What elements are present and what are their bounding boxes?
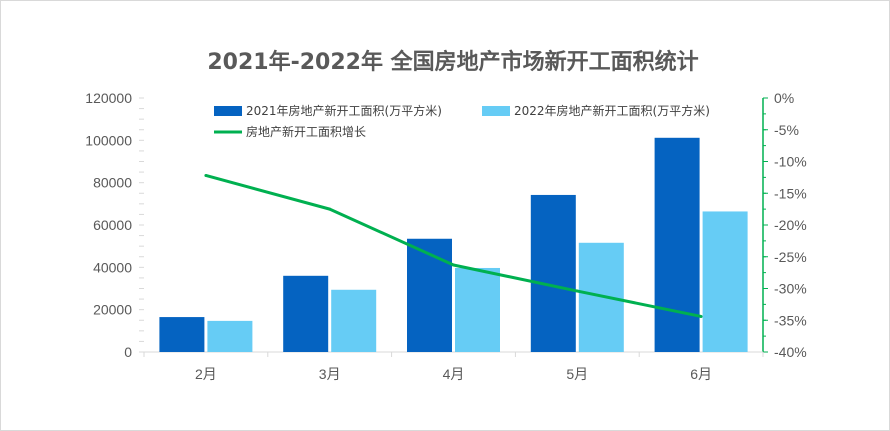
legend-swatch-2: [482, 106, 510, 116]
plot-area: 0 20000 40000 60000 80000 100000 120000 0% -5% -1…: [85, 90, 806, 382]
bar-1-2: [283, 275, 329, 352]
y-right-tick-label: -35%: [774, 312, 807, 328]
growth-point-4: [575, 289, 579, 293]
x-tick-label: 5月: [566, 366, 588, 382]
y-left-tick-label: 20000: [93, 302, 132, 318]
chart-title: 2021年-2022年 全国房地产市场新开工面积统计: [207, 49, 698, 75]
bar-1-3: [407, 238, 452, 352]
y-right-tick-label: -40%: [774, 344, 807, 360]
growth-point-1: [204, 173, 208, 177]
legend: 2021年房地产新开工面积(万平方米) 2022年房地产新开工面积(万平方米) 房地…: [214, 103, 710, 139]
growth-point-5: [699, 314, 703, 318]
bar-2-5: [702, 211, 748, 352]
y-left-tick-label: 120000: [85, 90, 132, 106]
y-right-tick-label: -15%: [774, 185, 807, 201]
bar-2-3: [455, 267, 500, 352]
y-right-tick-label: -25%: [774, 249, 807, 265]
y-right-tick-label: -30%: [774, 281, 807, 297]
x-tick-label: 3月: [319, 366, 341, 382]
x-tick-label: 4月: [443, 366, 465, 382]
legend-label-3: 房地产新开工面积增长: [246, 124, 366, 139]
y-left-tick-label: 60000: [93, 217, 132, 233]
legend-label-2: 2022年房地产新开工面积(万平方米): [514, 103, 710, 118]
bar-2-2: [331, 289, 377, 352]
legend-label-1: 2021年房地产新开工面积(万平方米): [246, 103, 442, 118]
y-left-tick-label: 100000: [85, 132, 132, 148]
y-right-tick-label: -5%: [774, 122, 799, 138]
bar-1-5: [654, 137, 700, 352]
y-right-tick-label: -20%: [774, 217, 807, 233]
y-left-tick-label: 80000: [93, 175, 132, 191]
y-left-tick-label: 0: [124, 344, 132, 360]
y-right-tick-label: -10%: [774, 154, 807, 170]
growth-point-3: [452, 263, 455, 267]
x-tick-label: 6月: [690, 366, 712, 382]
growth-point-2: [328, 207, 332, 211]
bar-2-1: [207, 320, 253, 352]
legend-swatch-1: [214, 106, 242, 116]
y-right-tick-label: 0%: [774, 90, 794, 106]
y-left-tick-label: 40000: [93, 259, 132, 275]
x-tick-label: 2月: [195, 366, 217, 382]
bar-1-4: [530, 194, 576, 352]
growth-line: [205, 174, 702, 318]
bar-1-1: [159, 317, 205, 352]
